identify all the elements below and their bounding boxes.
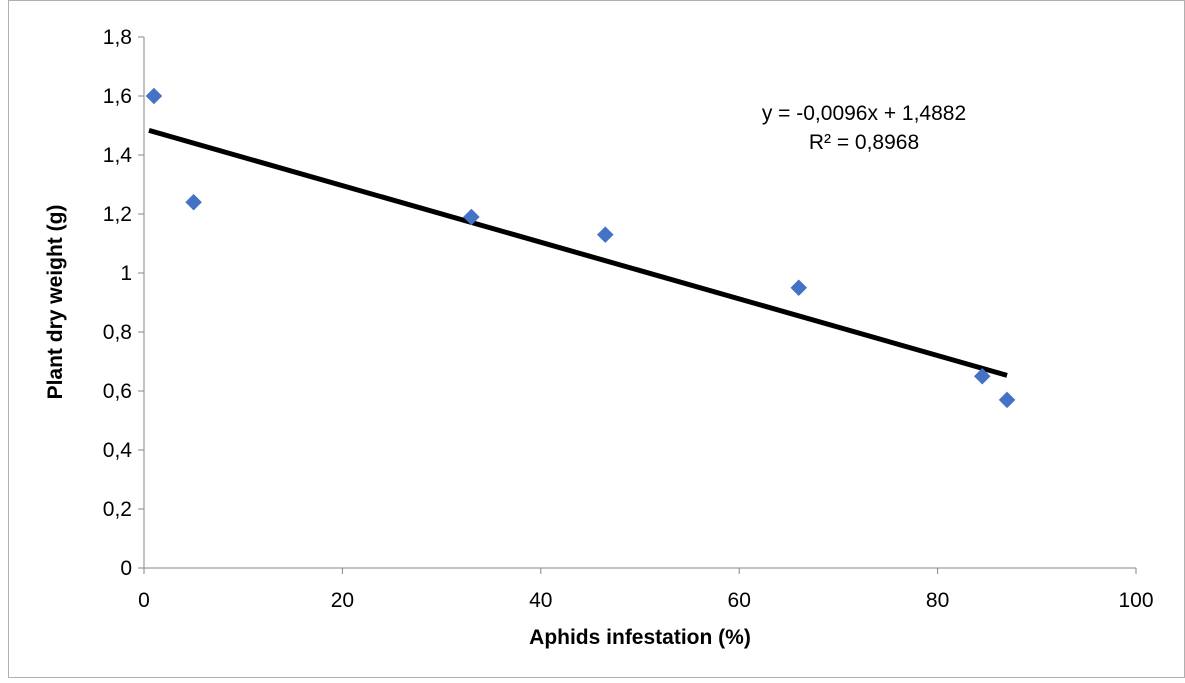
x-tick-label: 100 <box>1118 589 1153 612</box>
data-point <box>790 279 808 297</box>
y-tick-label: 1,8 <box>103 26 132 49</box>
x-tick-label: 20 <box>331 589 354 612</box>
y-axis-ticks: 0 0,2 0,4 0,6 0,8 1 1,2 1,4 1,6 1,8 <box>103 26 144 580</box>
y-tick-label: 0,6 <box>103 380 132 403</box>
chart-border <box>8 0 1185 678</box>
y-tick-label: 0,4 <box>103 439 133 462</box>
data-point <box>145 87 163 105</box>
y-tick-label: 0 <box>120 557 132 580</box>
x-axis-title: Aphids infestation (%) <box>529 626 751 649</box>
data-point <box>998 391 1016 409</box>
trendline-r2: R² = 0,8968 <box>809 131 919 154</box>
y-tick-label: 0,8 <box>103 321 132 344</box>
axes <box>143 37 1136 569</box>
data-point <box>973 367 991 385</box>
x-tick-label: 40 <box>529 589 552 612</box>
y-tick-label: 1,6 <box>103 85 132 108</box>
y-tick-label: 1 <box>120 262 132 285</box>
data-point <box>596 226 614 244</box>
trendline-group <box>148 127 1008 378</box>
trendline-equation: y = -0,0096x + 1,4882 <box>762 102 966 125</box>
x-axis-ticks: 0 20 40 60 80 100 <box>138 568 1154 612</box>
x-tick-label: 60 <box>728 589 751 612</box>
y-tick-label: 0,2 <box>103 498 132 521</box>
x-tick-label: 0 <box>138 589 150 612</box>
y-tick-label: 1,4 <box>103 144 133 167</box>
data-point <box>185 193 202 211</box>
x-tick-label: 80 <box>926 589 949 612</box>
y-tick-label: 1,2 <box>103 203 132 226</box>
data-points <box>145 87 1016 409</box>
y-axis-title: Plant dry weight (g) <box>44 205 67 400</box>
data-point <box>463 208 480 226</box>
trendline <box>148 127 1008 378</box>
